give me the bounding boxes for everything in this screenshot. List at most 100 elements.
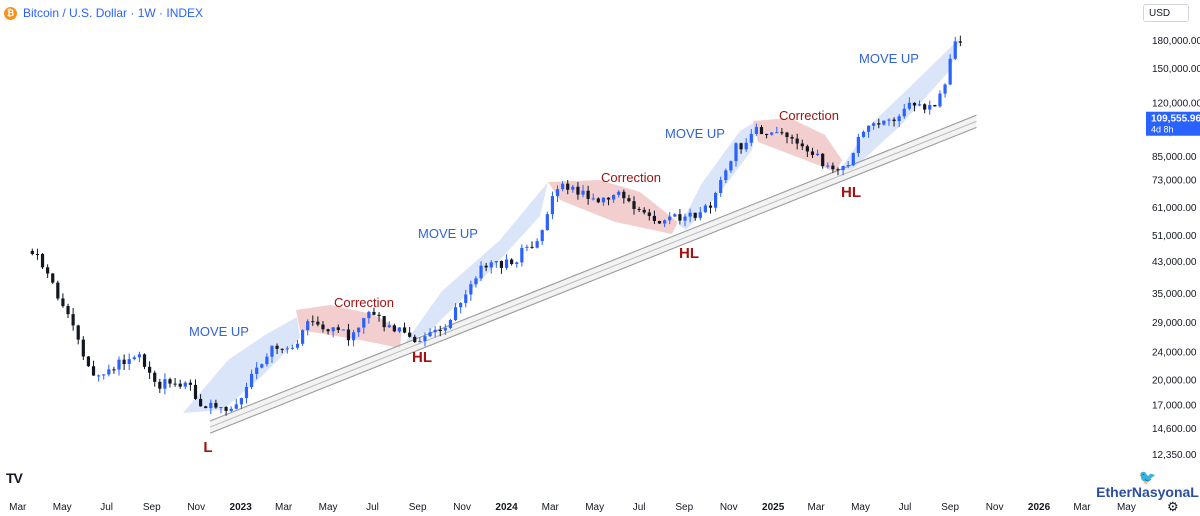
candle-up xyxy=(856,136,860,154)
candle-down xyxy=(35,253,40,255)
candle-down xyxy=(510,259,514,264)
candle-up xyxy=(872,123,876,126)
move-up-band xyxy=(405,182,548,343)
candle-up xyxy=(397,327,402,332)
candle-up xyxy=(866,125,871,132)
candle-up xyxy=(953,41,957,59)
time-tick-label: Mar xyxy=(808,502,826,513)
candle-down xyxy=(632,201,636,209)
candle-up xyxy=(341,329,345,331)
candle-up xyxy=(754,127,758,135)
watermark-text: EtherNasyonaL xyxy=(1096,484,1199,500)
candle-up xyxy=(489,262,493,268)
candle-down xyxy=(71,314,75,326)
candle-down xyxy=(810,151,815,155)
candle-down xyxy=(780,132,784,134)
candle-up xyxy=(479,265,483,279)
candle-up xyxy=(948,58,952,85)
candle-up xyxy=(555,189,560,197)
candle-down xyxy=(321,324,325,330)
price-tick-label: 29,000.00 xyxy=(1152,318,1197,329)
price-tick-label: 51,000.00 xyxy=(1152,231,1197,242)
price-tick-label: 120,000.00 xyxy=(1152,99,1200,110)
candle-up xyxy=(290,347,294,349)
time-tick-label: May xyxy=(851,502,870,513)
candle-down xyxy=(30,250,34,254)
candle-up xyxy=(219,407,223,409)
time-tick-label: Jul xyxy=(366,502,379,513)
candle-down xyxy=(647,212,651,216)
time-tick-label: Sep xyxy=(675,502,693,513)
candle-down xyxy=(91,366,96,376)
candle-down xyxy=(642,209,646,213)
tradingview-logo: TV xyxy=(6,470,23,486)
time-tick-label: Nov xyxy=(453,502,471,513)
candle-up xyxy=(683,216,687,221)
candle-down xyxy=(392,325,396,332)
candle-down xyxy=(892,119,896,122)
candle-down xyxy=(499,261,504,268)
candle-up xyxy=(97,375,101,377)
candle-down xyxy=(958,41,962,43)
candle-up xyxy=(841,165,845,171)
candle-down xyxy=(657,220,662,224)
candle-up xyxy=(688,212,692,217)
candle-down xyxy=(148,366,152,373)
candle-up xyxy=(469,284,473,295)
candle-up xyxy=(540,230,544,242)
candle-down xyxy=(61,298,65,307)
candle-down xyxy=(484,265,488,268)
candle-up xyxy=(244,387,249,399)
candle-up xyxy=(601,197,606,203)
candle-down xyxy=(739,143,743,150)
candle-down xyxy=(112,369,116,371)
candle-up xyxy=(545,214,549,231)
candle-down xyxy=(81,339,85,357)
time-tick-label: 2023 xyxy=(230,502,253,513)
gear-icon[interactable]: ⚙ xyxy=(1167,499,1179,514)
candle-up xyxy=(494,261,498,263)
candle-up xyxy=(285,348,289,350)
move-label: MOVE UP xyxy=(189,324,249,339)
candle-up xyxy=(826,165,830,167)
candle-up xyxy=(561,183,565,190)
time-tick-label: Nov xyxy=(986,502,1004,513)
correction-label: Correction xyxy=(779,108,839,123)
currency-selector[interactable]: USD xyxy=(1143,4,1189,22)
candle-up xyxy=(107,369,111,375)
candle-down xyxy=(122,359,126,365)
candle-up xyxy=(571,186,575,190)
price-tick-label: 43,000.00 xyxy=(1152,257,1197,268)
candle-down xyxy=(56,282,60,299)
watermark: 🐦 EtherNasyonaL xyxy=(1095,470,1200,500)
time-tick-label: 2025 xyxy=(762,502,785,513)
time-tick-label: Jul xyxy=(100,502,113,513)
candle-up xyxy=(443,328,447,331)
price-tick-label: 150,000.00 xyxy=(1152,64,1200,75)
candle-down xyxy=(188,382,193,385)
candle-down xyxy=(193,384,198,399)
candle-up xyxy=(668,216,672,221)
candle-down xyxy=(198,398,203,407)
time-tick-label: Mar xyxy=(9,502,27,513)
time-tick-label: May xyxy=(585,502,604,513)
candle-up xyxy=(453,307,458,321)
time-tick-label: Sep xyxy=(941,502,959,513)
candle-up xyxy=(255,367,259,374)
candle-down xyxy=(933,104,937,107)
price-tick-label: 14,600.00 xyxy=(1152,424,1197,435)
candle-up xyxy=(249,373,254,388)
candle-up xyxy=(938,93,942,107)
candle-down xyxy=(66,306,70,315)
candle-down xyxy=(173,383,177,385)
candle-up xyxy=(265,356,269,365)
candle-up xyxy=(515,262,519,264)
candle-down xyxy=(576,186,580,195)
candle-up xyxy=(917,104,922,106)
candle-up xyxy=(459,303,463,308)
candle-down xyxy=(51,273,55,283)
candle-up xyxy=(770,132,774,135)
chart-header[interactable]: ₿ Bitcoin / U.S. Dollar · 1W · INDEX xyxy=(4,4,203,22)
